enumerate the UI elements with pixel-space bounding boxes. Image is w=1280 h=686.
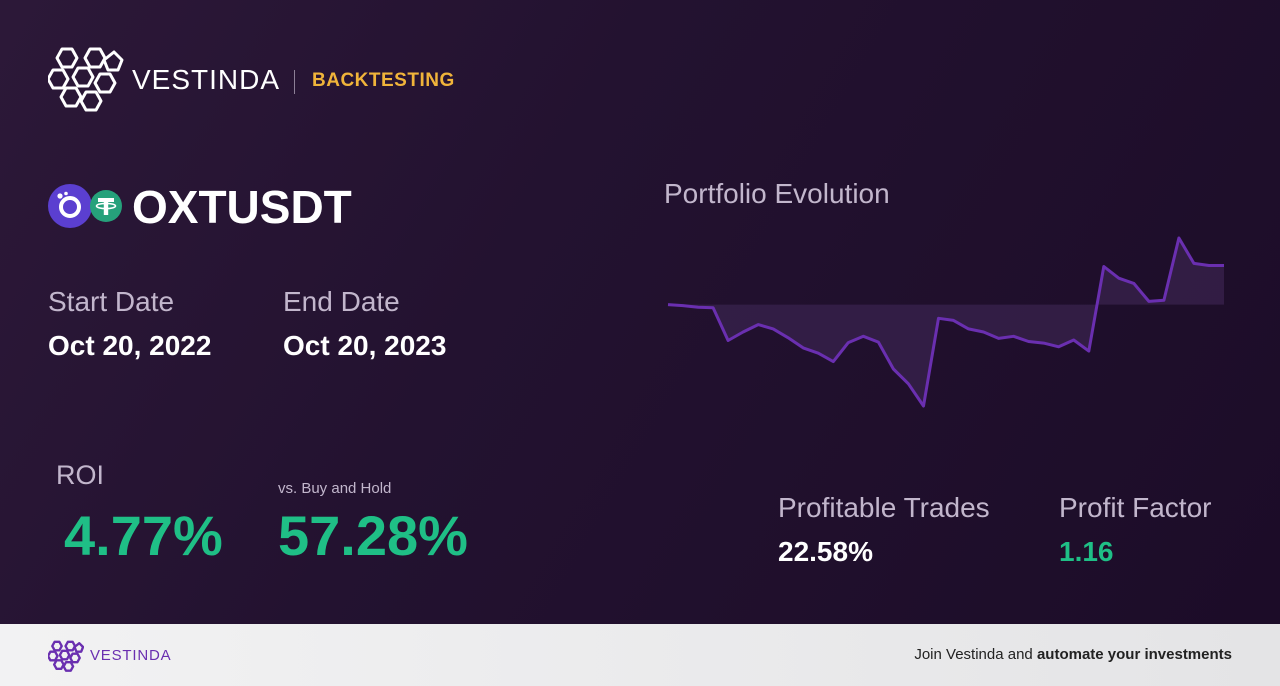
end-date-value: Oct 20, 2023 xyxy=(283,330,447,361)
vs-buy-hold-value: 57.28% xyxy=(278,504,468,567)
pair-name: OXTUSDT xyxy=(132,181,352,233)
roi-label: ROI xyxy=(56,460,105,490)
footer-cta-text: Join Vestinda and xyxy=(914,646,1037,663)
brand-header: VESTINDA BACKTESTING xyxy=(48,46,454,112)
footer-bar: VESTINDA Join Vestinda and automate your… xyxy=(0,624,1280,686)
start-date-label: Start Date xyxy=(48,286,175,317)
orchid-oxt-coin-icon xyxy=(48,184,92,228)
tether-usdt-coin-icon xyxy=(90,190,122,222)
brand-divider xyxy=(294,70,295,94)
footer-brand-name: VESTINDA xyxy=(90,647,172,664)
hexagon-cluster-logo-icon xyxy=(48,47,124,112)
start-date-value: Oct 20, 2022 xyxy=(48,330,212,361)
vs-buy-hold-label: vs. Buy and Hold xyxy=(278,480,392,497)
end-date-label: End Date xyxy=(283,286,400,317)
portfolio-evolution-chart xyxy=(667,236,1225,408)
profit-factor-label: Profit Factor xyxy=(1059,492,1212,523)
profit-factor-value: 1.16 xyxy=(1059,536,1114,567)
brand-name: VESTINDA xyxy=(132,64,281,95)
footer-cta-bold: automate your investments xyxy=(1036,646,1232,663)
hexagon-cluster-logo-icon xyxy=(48,640,84,672)
roi-value: 4.77% xyxy=(64,504,223,567)
chart-area-fill xyxy=(668,238,1224,406)
chart-series-line xyxy=(667,236,1224,408)
footer-cta[interactable]: Join Vestinda and automate your investme… xyxy=(914,646,1232,663)
hero-panel: VESTINDA BACKTESTING OXTUSDT Start Date … xyxy=(0,0,1280,624)
profitable-trades-value: 22.58% xyxy=(778,536,873,567)
chart-title: Portfolio Evolution xyxy=(664,178,890,209)
profitable-trades-label: Profitable Trades xyxy=(778,492,990,523)
brand-tag: BACKTESTING xyxy=(312,70,455,91)
